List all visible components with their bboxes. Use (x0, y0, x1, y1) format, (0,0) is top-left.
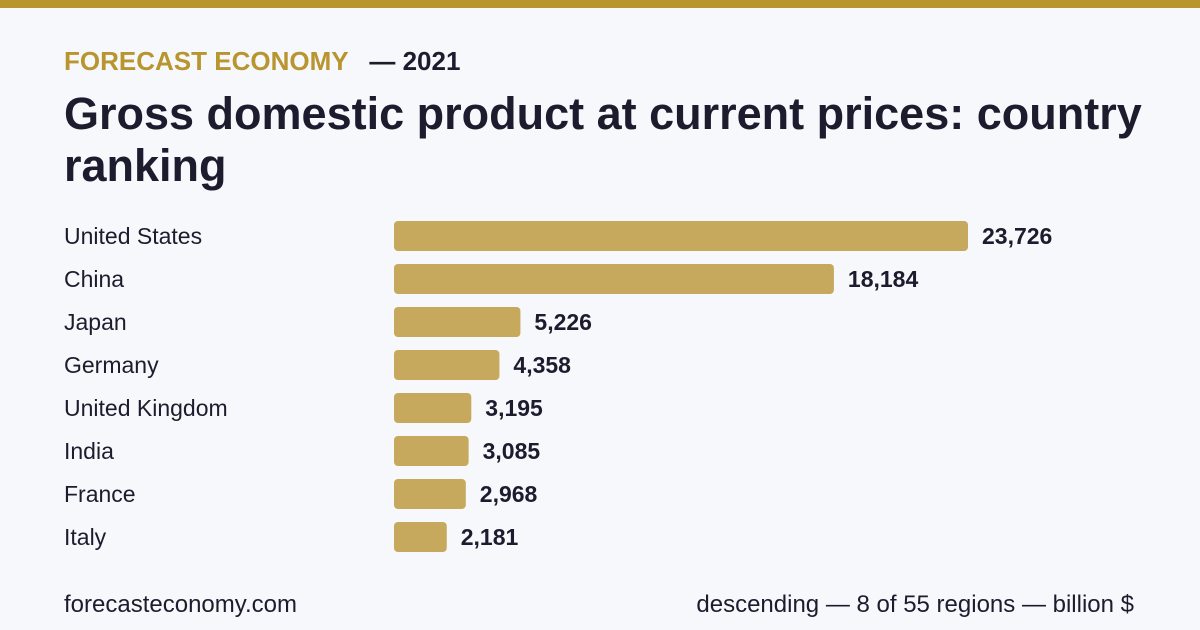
footer-site: forecasteconomy.com (64, 591, 297, 618)
brand-name: FORECAST ECONOMY (64, 46, 349, 76)
value-label: 2,181 (461, 524, 519, 550)
bar-chart: United States 23,726 China 18,184 Japan 5,226… (64, 221, 1052, 552)
bar (394, 307, 521, 337)
bar (394, 436, 469, 466)
top-accent-bar (0, 0, 1200, 8)
footer-note: descending — 8 of 55 regions — billion $ (696, 591, 1134, 618)
category-label: China (64, 266, 124, 292)
category-label: Japan (64, 309, 127, 335)
bar (394, 393, 472, 423)
kicker: FORECAST ECONOMY — 2021 (64, 44, 460, 78)
category-label: Germany (64, 352, 159, 378)
bar (394, 221, 968, 251)
bar (394, 350, 500, 380)
value-label: 3,085 (483, 438, 541, 464)
category-label: United Kingdom (64, 395, 228, 421)
category-label: Italy (64, 524, 107, 550)
value-label: 4,358 (513, 352, 571, 378)
bar (394, 522, 447, 552)
bar (394, 479, 466, 509)
value-label: 2,968 (480, 481, 538, 507)
category-label: France (64, 481, 136, 507)
value-label: 18,184 (848, 266, 919, 292)
value-label: 5,226 (534, 309, 592, 335)
year-label: — 2021 (369, 46, 461, 76)
category-label: United States (64, 223, 202, 249)
category-label: India (64, 438, 114, 464)
bar (394, 264, 834, 294)
value-label: 3,195 (485, 395, 543, 421)
value-label: 23,726 (982, 223, 1052, 249)
page-title: Gross domestic product at current prices… (64, 88, 1142, 191)
